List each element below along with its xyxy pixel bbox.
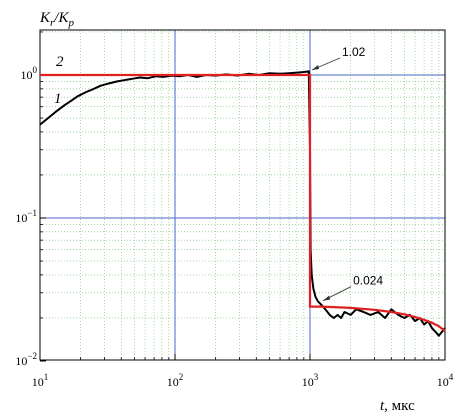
series-1-line: [39, 70, 446, 337]
plot-frame: [39, 29, 446, 361]
annotation-label: 1.02: [342, 45, 366, 59]
y-tick-labels: 100 10−1 10−2: [15, 65, 37, 368]
annotation-arrowhead: [323, 295, 331, 301]
y-axis-title: Kr/Kp: [39, 10, 74, 29]
x-tick-labels: 101 102 103 104: [32, 372, 454, 389]
x-axis-title: t, мкс: [380, 398, 415, 414]
minor-grid: [40, 30, 445, 360]
x-tick-label: 104: [437, 372, 454, 389]
annotation-layer: 1.02 0.024: [311, 45, 383, 302]
series-layer: [39, 70, 446, 337]
y-tick-label: 10−1: [15, 208, 37, 225]
series-2-label: 2: [56, 54, 64, 70]
y-tick-label: 10−2: [15, 351, 37, 368]
series-label-layer: 21: [54, 54, 64, 107]
annotation-label: 0.024: [353, 274, 383, 288]
x-tick-label: 103: [302, 372, 319, 389]
series-2-line: [40, 73, 446, 332]
y-tick-label: 100: [21, 65, 38, 82]
annotation-arrowhead: [312, 64, 319, 70]
x-tick-label: 102: [167, 372, 184, 389]
tick-marks: [39, 31, 446, 362]
series-1-label: 1: [54, 91, 62, 107]
x-tick-label: 101: [32, 372, 49, 389]
